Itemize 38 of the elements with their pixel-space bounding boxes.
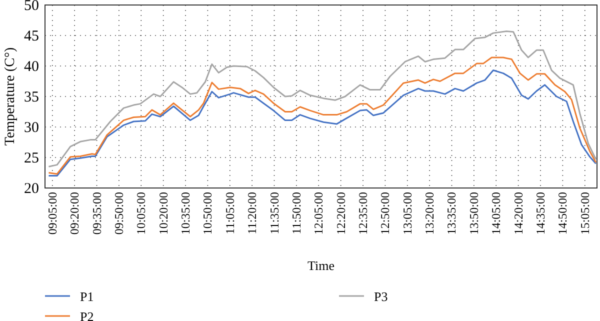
x-tick-label: 09:20:00: [68, 192, 82, 235]
x-tick-label: 09:50:00: [112, 192, 126, 235]
x-tick-label: 09:35:00: [90, 192, 104, 235]
x-tick-label: 09:05:00: [45, 192, 60, 235]
x-tick-label: 15:05:00: [578, 192, 592, 235]
x-tick-label: 11:50:00: [289, 192, 304, 234]
x-tick-label: 13:50:00: [466, 192, 481, 235]
x-tick-label: 11:20:00: [245, 192, 260, 234]
y-tick-label: 30: [24, 120, 39, 136]
x-tick-label: 11:05:00: [222, 192, 237, 234]
x-tick-label: 13:35:00: [444, 192, 459, 235]
y-tick-label: 50: [24, 0, 39, 14]
x-tick-label: 10:50:00: [200, 192, 215, 235]
legend-label: P3: [374, 289, 388, 304]
x-tick-label: 10:05:00: [134, 192, 148, 235]
x-tick-label: 12:35:00: [356, 192, 370, 235]
legend-label: P1: [80, 289, 94, 304]
x-tick-label: 14:20:00: [511, 192, 526, 235]
y-tick-label: 45: [24, 28, 39, 44]
x-tick-label: 10:35:00: [178, 192, 193, 235]
x-tick-label: 14:05:00: [489, 192, 504, 235]
line-series: [48, 30, 597, 168]
y-tick-label: 35: [24, 90, 39, 106]
y-axis-title: Temperature (C°): [3, 47, 18, 146]
x-tick-label: 13:20:00: [422, 192, 437, 235]
y-tick-label: 40: [24, 59, 39, 75]
y-tick-label: 25: [24, 150, 39, 166]
x-tick-label: 10:20:00: [156, 192, 170, 235]
x-tick-label: 14:50:00: [556, 192, 570, 235]
x-tick-label: 12:20:00: [334, 192, 348, 235]
x-tick-label: 11:35:00: [267, 192, 282, 234]
x-tick-label: 12:05:00: [312, 192, 326, 235]
x-tick-label: 13:05:00: [400, 192, 414, 235]
x-axis-title: Time: [308, 258, 335, 273]
y-tick-label: 20: [24, 181, 39, 197]
x-tick-label: 12:50:00: [378, 192, 392, 235]
legend-label: P2: [80, 309, 94, 321]
x-tick-label: 14:35:00: [533, 192, 548, 235]
